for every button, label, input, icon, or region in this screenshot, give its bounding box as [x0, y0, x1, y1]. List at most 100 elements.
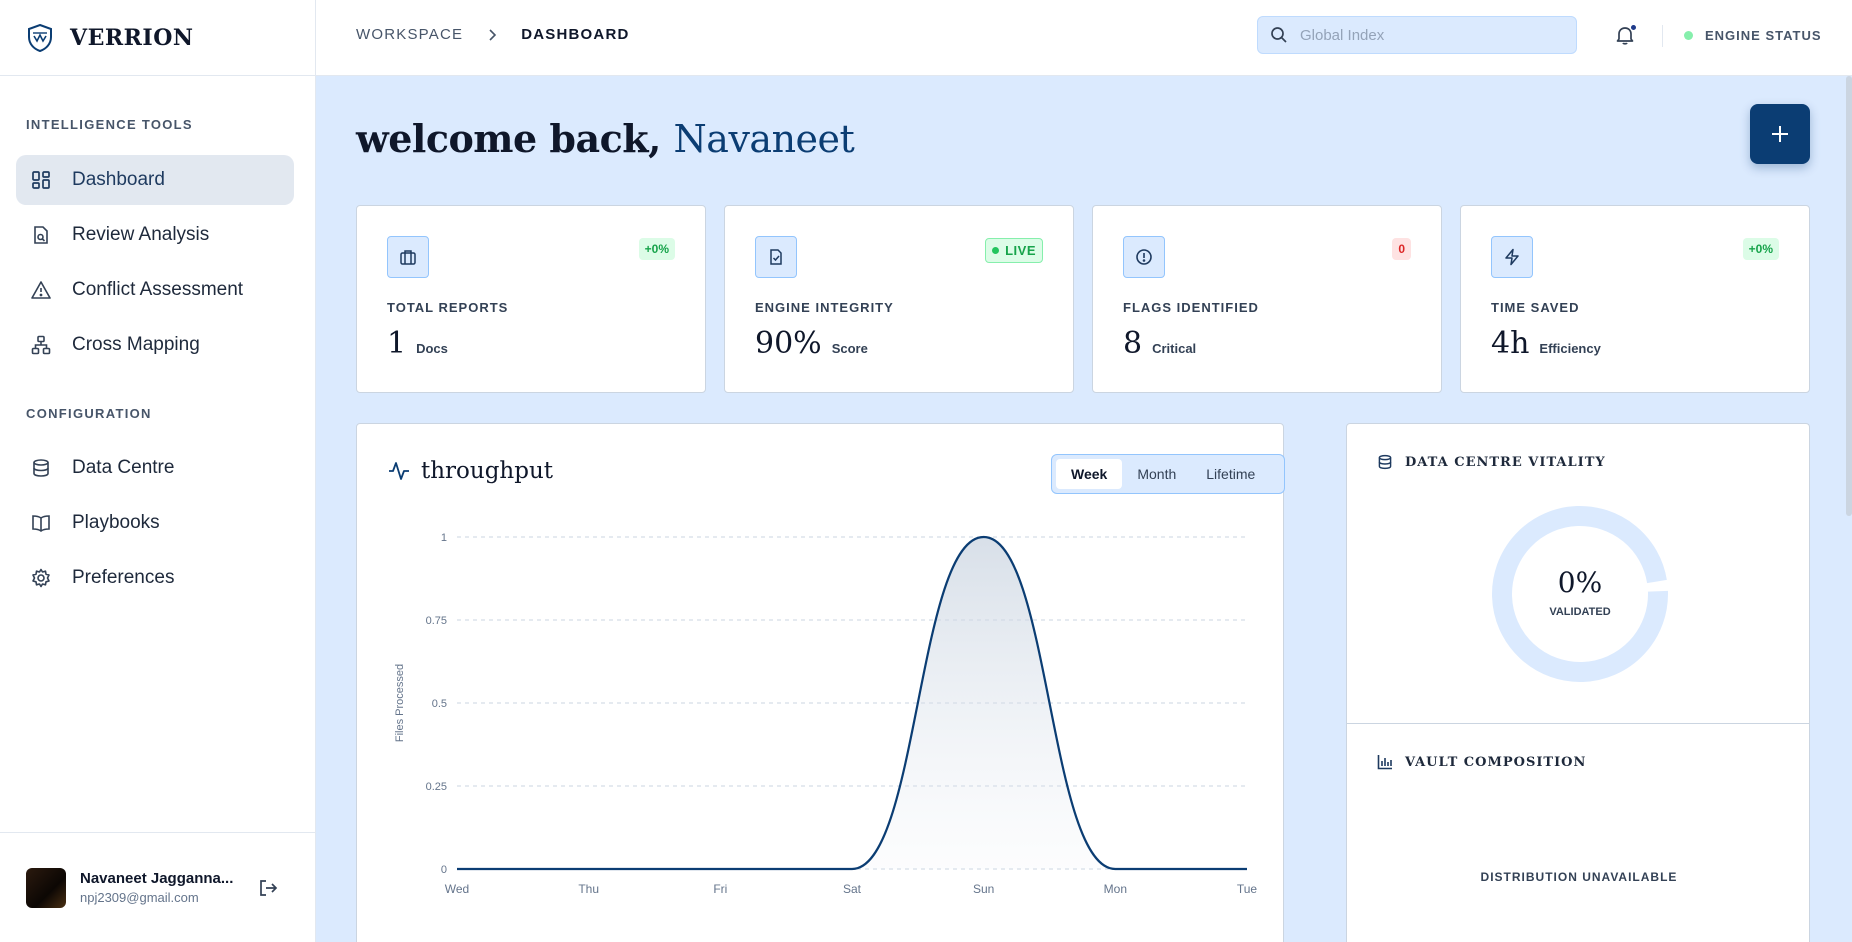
sidebar-item-review-analysis[interactable]: Review Analysis [16, 210, 294, 260]
tab-week[interactable]: Week [1056, 459, 1123, 489]
y-tick-label: 0.75 [426, 615, 447, 627]
bar-chart-icon [1377, 754, 1393, 770]
stat-card-flags-identified: 0 FLAGS IDENTIFIED 8 Critical [1092, 205, 1442, 393]
throughput-chart: 0 0.25 0.5 0.75 1 Wed Thu Fri Sat Sun Mon Tue Files … [394, 532, 1258, 896]
vault-title: VAULT COMPOSITION [1405, 754, 1587, 770]
file-check-icon [755, 236, 797, 278]
live-badge: LIVE [985, 238, 1043, 263]
stat-card-time-saved: +0% TIME SAVED 4h Efficiency [1460, 205, 1810, 393]
search-box[interactable] [1257, 16, 1577, 54]
user-name: Navaneet Jagganna... [80, 870, 234, 887]
page-title: welcome back, Navaneet [356, 116, 855, 161]
series-area [457, 537, 1247, 869]
logout-icon[interactable] [256, 876, 280, 900]
scrollbar[interactable] [1846, 76, 1852, 516]
gear-icon [30, 567, 52, 589]
stat-label: TOTAL REPORTS [387, 300, 509, 315]
user-panel: Navaneet Jagganna... npj2309@gmail.com [0, 832, 316, 942]
breadcrumb-workspace[interactable]: WORKSPACE [356, 26, 464, 43]
notification-button[interactable] [1614, 24, 1638, 48]
stat-unit: Score [831, 341, 868, 356]
vitality-header: DATA CENTRE VITALITY [1377, 454, 1606, 470]
briefcase-icon [387, 236, 429, 278]
stat-number: 1 [387, 326, 407, 361]
engine-status-label: ENGINE STATUS [1705, 28, 1822, 43]
brand-name: VERRION [70, 24, 194, 51]
y-tick-label: 0.25 [426, 781, 447, 793]
stat-value: 8 Critical [1123, 326, 1196, 361]
sidebar-item-playbooks[interactable]: Playbooks [16, 498, 294, 548]
avatar[interactable] [26, 867, 66, 908]
user-meta: Navaneet Jagganna... npj2309@gmail.com [80, 870, 240, 905]
lightning-icon [1491, 236, 1533, 278]
sidebar-item-conflict-assessment[interactable]: Conflict Assessment [16, 265, 294, 315]
series-line [457, 535, 1247, 871]
sidebar-item-data-centre[interactable]: Data Centre [16, 443, 294, 493]
range-tabs: Week Month Lifetime [1051, 454, 1285, 494]
x-tick-label: Thu [578, 882, 599, 896]
chevron-right-icon [487, 28, 497, 42]
sidebar-item-label: Cross Mapping [72, 334, 200, 355]
topbar: WORKSPACE DASHBOARD ENGINE STATUS [316, 0, 1852, 76]
breadcrumb: WORKSPACE DASHBOARD [356, 26, 630, 43]
sidebar-item-preferences[interactable]: Preferences [16, 553, 294, 603]
sidebar-item-label: Data Centre [72, 457, 175, 478]
nav-section-configuration: CONFIGURATION [26, 406, 152, 421]
add-button[interactable] [1750, 104, 1810, 164]
main-content: welcome back, Navaneet +0% TOTAL REPORTS… [316, 76, 1852, 942]
stat-number: 90% [755, 326, 822, 361]
breadcrumb-dashboard: DASHBOARD [521, 26, 630, 43]
stat-unit: Docs [416, 341, 448, 356]
warning-icon [30, 279, 52, 301]
stat-card-total-reports: +0% TOTAL REPORTS 1 Docs [356, 205, 706, 393]
sidebar-item-dashboard[interactable]: Dashboard [16, 155, 294, 205]
stat-label: TIME SAVED [1491, 300, 1580, 315]
tab-month[interactable]: Month [1137, 466, 1177, 482]
divider [1662, 25, 1663, 47]
stat-badge: +0% [638, 238, 675, 260]
sidebar-item-label: Review Analysis [72, 224, 210, 245]
shield-logo-icon [26, 23, 54, 52]
stat-value: 4h Efficiency [1491, 326, 1601, 361]
live-dot [992, 247, 1000, 254]
x-tick-label: Wed [445, 882, 469, 896]
x-tick-label: Tue [1237, 882, 1258, 896]
vitality-donut: 0% VALIDATED [1490, 504, 1670, 684]
stat-card-engine-integrity: LIVE ENGINE INTEGRITY 90% Score [724, 205, 1074, 393]
sidebar-item-label: Preferences [72, 567, 175, 588]
stat-value: 1 Docs [387, 326, 448, 361]
notification-dot [1630, 24, 1637, 31]
stat-number: 8 [1123, 326, 1143, 361]
x-tick-label: Sun [973, 882, 994, 896]
y-tick-label: 0 [441, 864, 447, 876]
stat-label: FLAGS IDENTIFIED [1123, 300, 1259, 315]
x-tick-label: Fri [713, 882, 727, 896]
user-email: npj2309@gmail.com [80, 890, 199, 905]
y-axis-label: Files Processed [394, 664, 406, 742]
y-tick-label: 1 [441, 532, 447, 544]
sidebar-item-label: Dashboard [72, 169, 165, 190]
throughput-title: throughput [421, 458, 554, 484]
brand[interactable]: VERRION [0, 0, 315, 76]
alert-circle-icon [1123, 236, 1165, 278]
welcome-prefix: welcome back, [356, 116, 661, 161]
y-tick-label: 0.5 [432, 698, 447, 710]
vitality-value: 0% [1557, 566, 1603, 599]
stat-badge: +0% [1742, 238, 1779, 260]
database-icon [1377, 454, 1393, 470]
engine-status[interactable]: ENGINE STATUS [1684, 28, 1822, 43]
sidebar-item-label: Conflict Assessment [72, 279, 244, 300]
throughput-header: throughput [387, 458, 553, 484]
vault-card: VAULT COMPOSITION DISTRIBUTION UNAVAILAB… [1346, 723, 1810, 942]
sidebar: VERRION INTELLIGENCE TOOLS Dashboard Rev… [0, 0, 316, 942]
vitality-title: DATA CENTRE VITALITY [1405, 454, 1606, 470]
search-input[interactable] [1300, 26, 1560, 44]
bell-icon [1614, 24, 1636, 46]
sidebar-item-cross-mapping[interactable]: Cross Mapping [16, 320, 294, 370]
stat-badge: 0 [1392, 238, 1411, 260]
status-dot [1684, 31, 1693, 40]
dashboard-icon [30, 169, 52, 191]
tab-lifetime[interactable]: Lifetime [1206, 466, 1256, 482]
plus-icon [1769, 123, 1791, 145]
welcome-name: Navaneet [673, 117, 855, 161]
